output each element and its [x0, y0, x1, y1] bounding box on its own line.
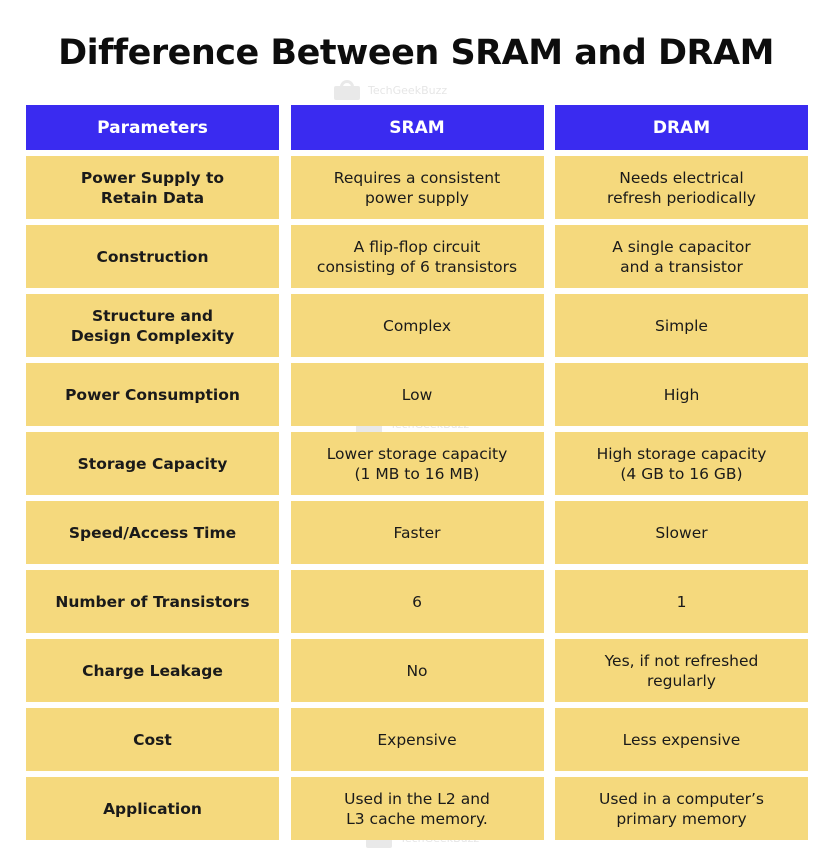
table-cell-dram: A single capacitor and a transistor — [555, 225, 808, 288]
table-cell-parameter: Construction — [26, 225, 279, 288]
header-sram: SRAM — [290, 105, 544, 150]
table-cell-dram: Yes, if not refreshed regularly — [555, 639, 808, 702]
table-cell-sram: Expensive — [290, 708, 544, 771]
table-cell-sram: Complex — [290, 294, 544, 357]
table-cell-parameter: Structure and Design Complexity — [26, 294, 279, 357]
table-cell-parameter: Speed/Access Time — [26, 501, 279, 564]
table-cell-parameter: Power Consumption — [26, 363, 279, 426]
header-parameters: Parameters — [26, 105, 279, 150]
table-cell-sram: Faster — [290, 501, 544, 564]
table-cell-sram: Requires a consistent power supply — [290, 156, 544, 219]
table-cell-dram: Needs electrical refresh periodically — [555, 156, 808, 219]
table-cell-dram: 1 — [555, 570, 808, 633]
table-cell-parameter: Number of Transistors — [26, 570, 279, 633]
table-cell-dram: Slower — [555, 501, 808, 564]
watermark-logo-icon — [334, 80, 360, 100]
table-cell-dram: High — [555, 363, 808, 426]
table-cell-parameter: Power Supply to Retain Data — [26, 156, 279, 219]
table-cell-sram: 6 — [290, 570, 544, 633]
comparison-table: Parameters SRAM DRAM Power Supply to Ret… — [26, 105, 808, 846]
table-cell-dram: High storage capacity (4 GB to 16 GB) — [555, 432, 808, 495]
table-cell-sram: Used in the L2 and L3 cache memory. — [290, 777, 544, 840]
table-cell-parameter: Cost — [26, 708, 279, 771]
table-cell-parameter: Storage Capacity — [26, 432, 279, 495]
table-cell-dram: Simple — [555, 294, 808, 357]
table-cell-parameter: Charge Leakage — [26, 639, 279, 702]
header-dram: DRAM — [555, 105, 808, 150]
watermark: TechGeekBuzz — [334, 80, 447, 100]
table-cell-sram: Low — [290, 363, 544, 426]
watermark-text: TechGeekBuzz — [368, 83, 448, 97]
table-cell-sram: No — [290, 639, 544, 702]
table-cell-sram: Lower storage capacity (1 MB to 16 MB) — [290, 432, 544, 495]
table-cell-parameter: Application — [26, 777, 279, 840]
table-cell-dram: Less expensive — [555, 708, 808, 771]
table-cell-sram: A flip-flop circuit consisting of 6 tran… — [290, 225, 544, 288]
page-title: Difference Between SRAM and DRAM — [58, 33, 774, 73]
table-cell-dram: Used in a computer’s primary memory — [555, 777, 808, 840]
